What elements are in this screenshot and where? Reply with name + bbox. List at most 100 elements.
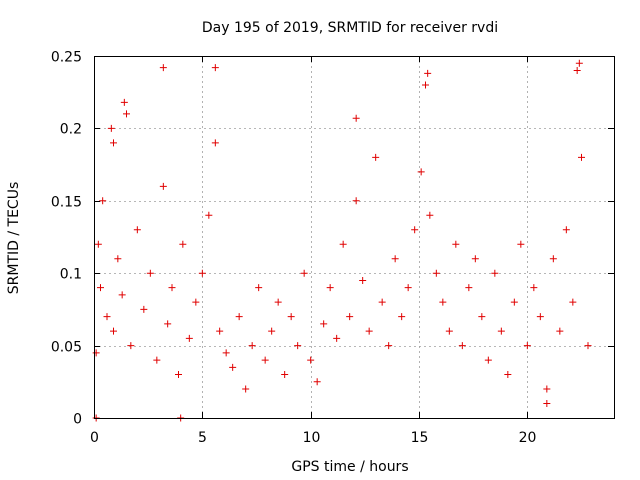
data-point <box>198 269 206 277</box>
data-point <box>352 114 360 122</box>
data-point <box>372 153 380 161</box>
data-point <box>235 313 243 321</box>
data-point <box>179 240 187 248</box>
data-point <box>205 211 213 219</box>
data-point <box>536 313 544 321</box>
data-point <box>94 240 102 248</box>
data-point <box>478 313 486 321</box>
data-point <box>159 182 167 190</box>
chart-title: Day 195 of 2019, SRMTID for receiver rvd… <box>202 20 498 36</box>
data-point <box>484 356 492 364</box>
data-point <box>432 269 440 277</box>
data-point <box>146 269 154 277</box>
data-point <box>422 81 429 89</box>
data-point <box>92 349 100 357</box>
data-point <box>211 64 219 72</box>
y-tick-label: 0.15 <box>51 195 82 211</box>
data-point <box>168 284 176 292</box>
data-point <box>517 240 525 248</box>
data-point <box>523 342 531 350</box>
y-tick-label: 0.2 <box>60 122 82 138</box>
data-point <box>140 305 148 313</box>
x-tick-label: 5 <box>198 430 207 446</box>
x-tick-label: 15 <box>411 430 429 446</box>
data-point <box>229 363 237 371</box>
data-point <box>133 226 141 234</box>
data-point <box>333 334 341 342</box>
data-point <box>97 284 104 292</box>
data-point <box>424 69 432 77</box>
data-point <box>562 226 570 234</box>
data-point <box>320 320 328 328</box>
data-point <box>153 356 161 364</box>
axis-ticks: 0 5 10 15 20 0 0.05 0.1 0.15 0.2 0.25 <box>51 50 614 446</box>
data-point <box>300 269 308 277</box>
x-tick-label: 10 <box>303 430 321 446</box>
data-point <box>346 313 354 321</box>
data-point <box>359 276 367 284</box>
data-point <box>255 284 263 292</box>
y-axis-label: SRMTID / TECUs <box>6 182 22 295</box>
data-point <box>110 327 117 335</box>
data-point <box>543 385 551 393</box>
data-point <box>549 255 557 263</box>
data-point <box>248 342 256 350</box>
data-point <box>110 139 117 147</box>
y-tick-label: 0.1 <box>60 267 82 283</box>
data-point <box>127 342 135 350</box>
data-point <box>326 284 334 292</box>
data-point <box>504 371 512 379</box>
data-point <box>465 284 473 292</box>
data-point <box>458 342 466 350</box>
data-point <box>445 327 453 335</box>
data-point <box>439 298 447 306</box>
grid-lines <box>94 56 614 418</box>
data-point <box>242 385 250 393</box>
data-point <box>398 313 406 321</box>
data-point <box>417 168 425 176</box>
data-point <box>569 298 577 306</box>
y-tick-label: 0.05 <box>51 340 82 356</box>
data-point <box>378 298 386 306</box>
data-point <box>192 298 200 306</box>
data-point <box>411 226 419 234</box>
data-point <box>185 334 193 342</box>
data-point <box>556 327 564 335</box>
data-point <box>307 356 315 364</box>
data-point <box>365 327 373 335</box>
data-point <box>216 327 224 335</box>
data-point <box>584 342 592 350</box>
data-point <box>391 255 399 263</box>
data-point <box>294 342 302 350</box>
data-point <box>114 255 122 263</box>
data-point <box>543 400 551 408</box>
data-point <box>491 269 499 277</box>
data-point <box>159 64 167 72</box>
data-point <box>313 378 321 386</box>
data-point <box>497 327 505 335</box>
data-point <box>175 371 182 379</box>
x-tick-label: 20 <box>519 430 537 446</box>
data-point <box>573 66 581 74</box>
data-point <box>452 240 460 248</box>
data-point <box>281 371 289 379</box>
data-point <box>123 110 130 118</box>
data-point <box>339 240 347 248</box>
data-point <box>120 98 128 106</box>
y-tick-label: 0.25 <box>51 50 82 66</box>
data-point <box>118 291 126 299</box>
data-point <box>575 59 583 67</box>
data-point <box>471 255 479 263</box>
data-points <box>92 59 592 422</box>
data-point <box>99 197 107 205</box>
data-point <box>222 349 230 357</box>
data-point <box>404 284 412 292</box>
x-tick-label: 0 <box>90 430 99 446</box>
data-point <box>287 313 295 321</box>
data-point <box>530 284 538 292</box>
data-point <box>164 320 172 328</box>
plot-frame <box>94 56 615 419</box>
y-tick-label: 0 <box>73 412 82 428</box>
data-point <box>268 327 276 335</box>
